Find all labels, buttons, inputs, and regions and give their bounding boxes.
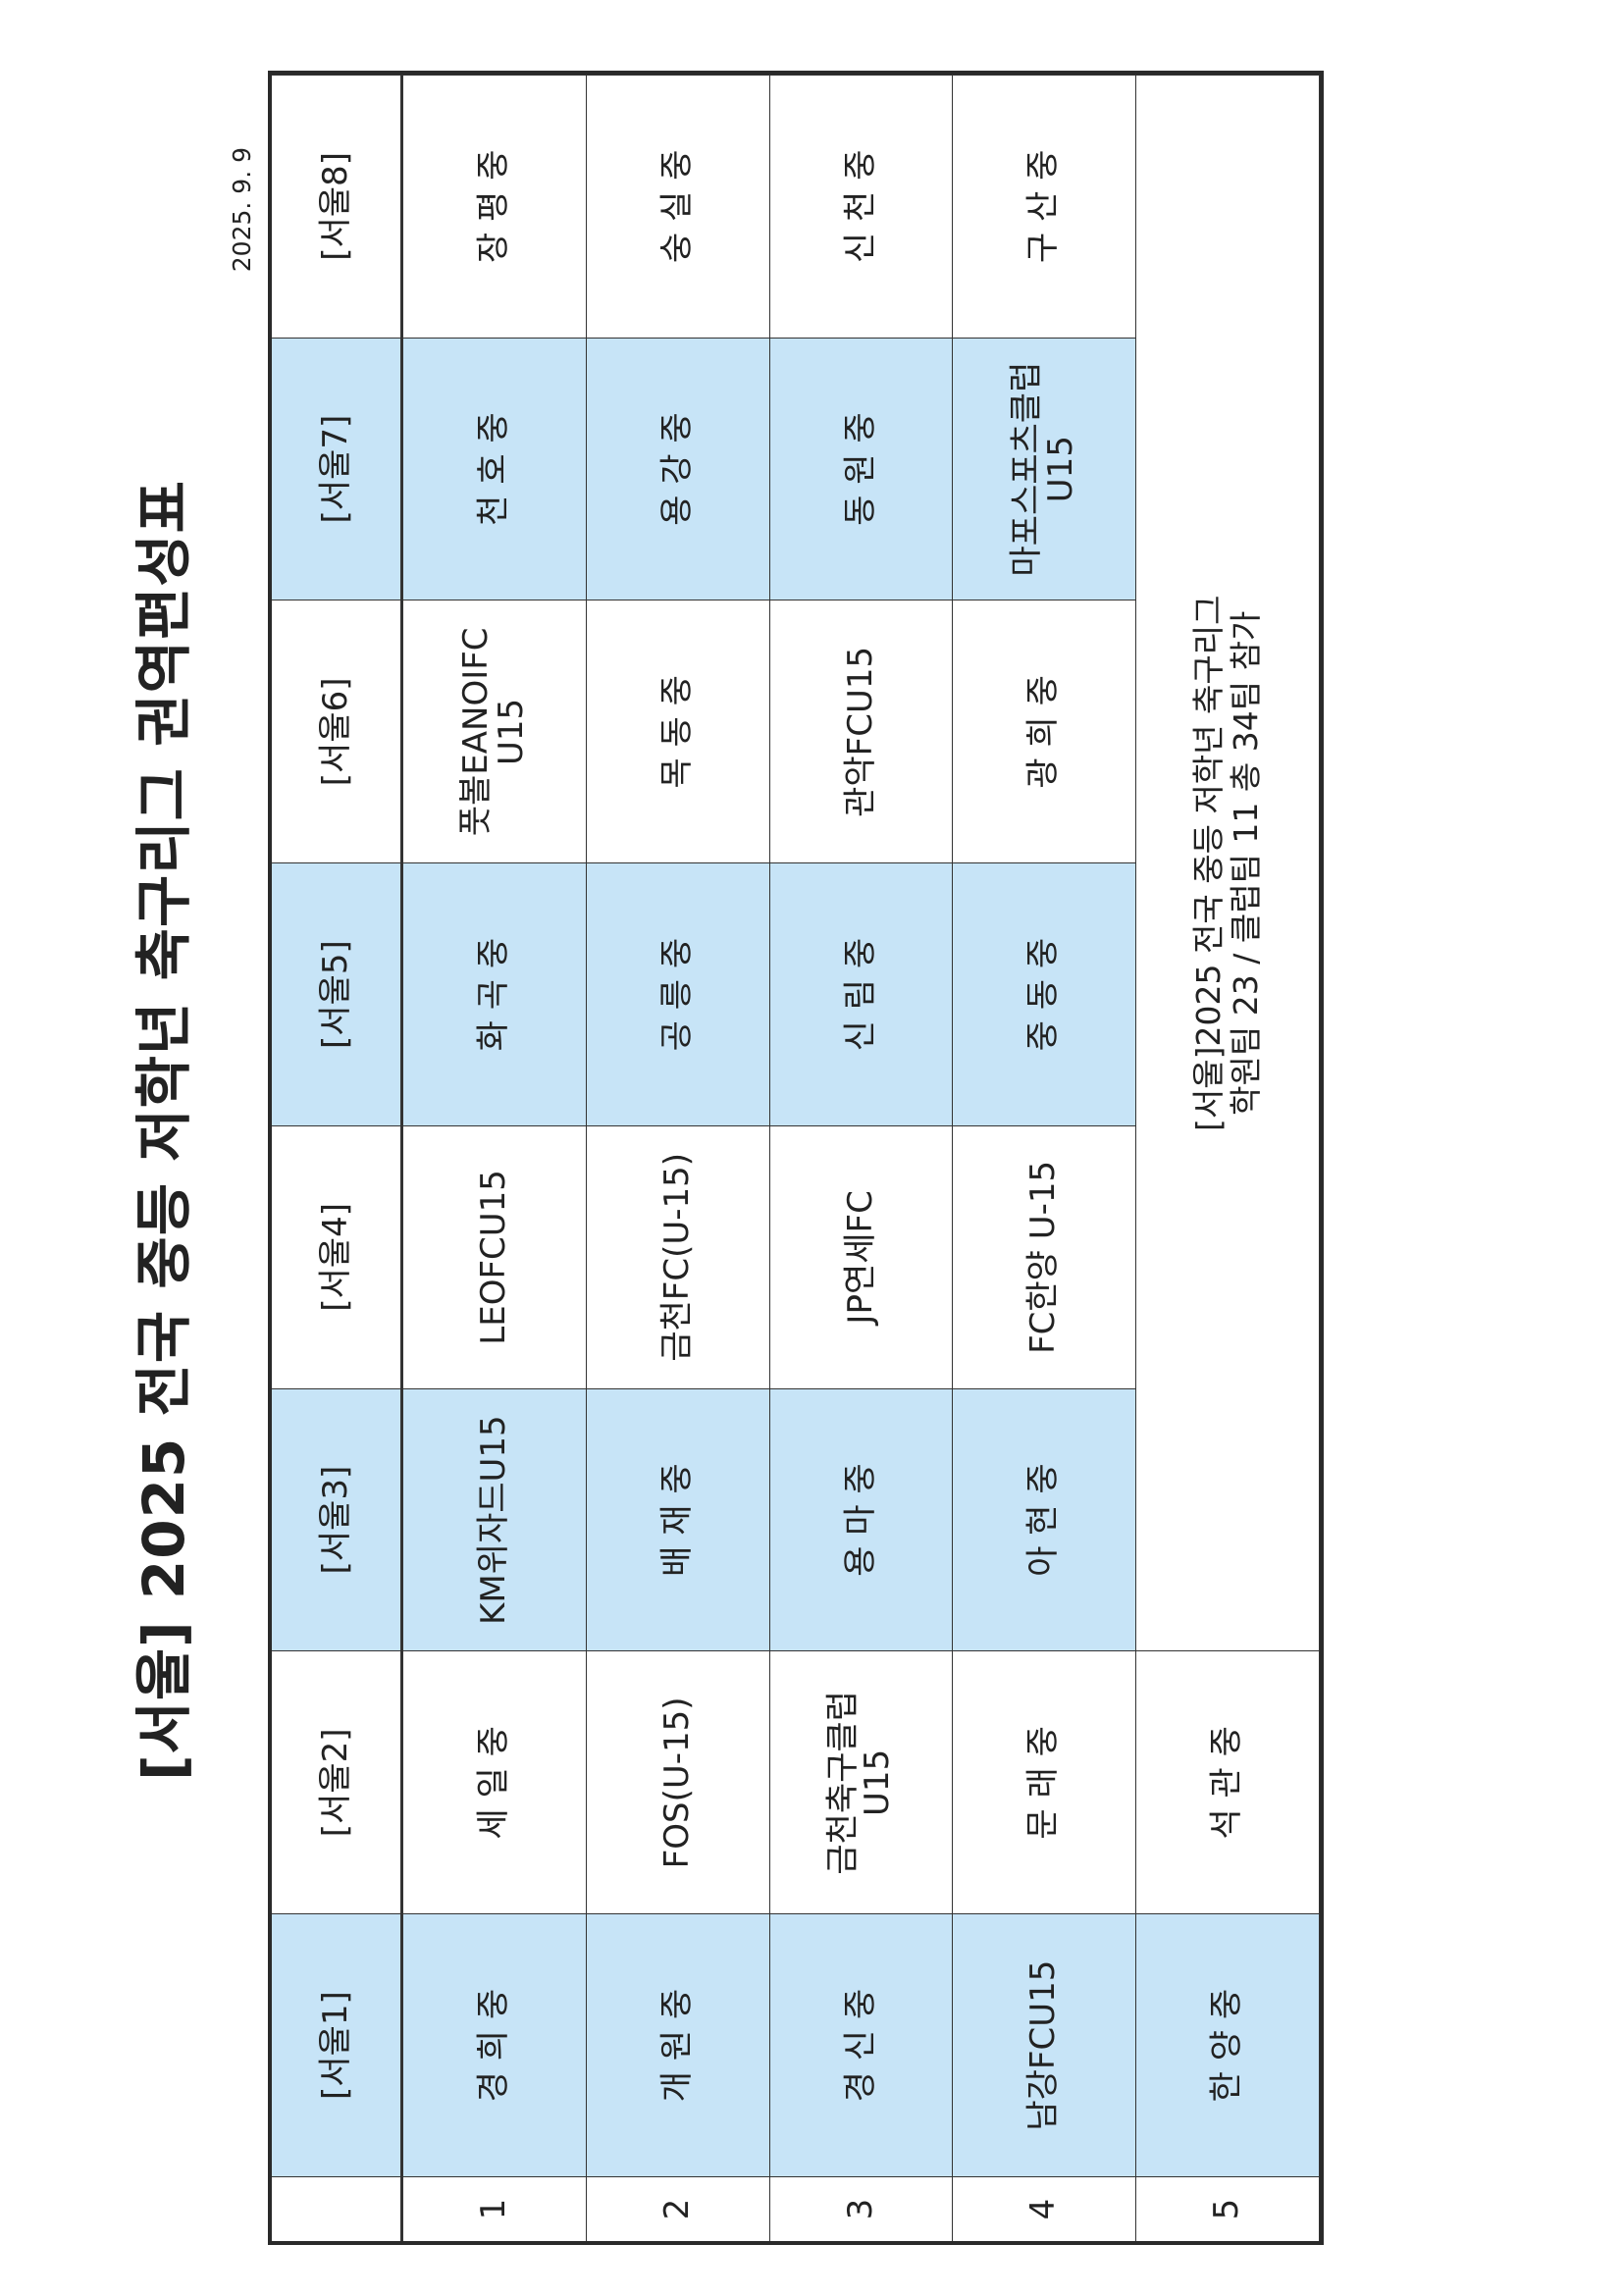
team-cell: 천 호 중 (403, 337, 587, 600)
team-cell: FC한양 U-15 (953, 1125, 1137, 1388)
team-cell: FOS(U-15) (586, 1650, 770, 1914)
team-cell: 한 양 중 (1136, 1913, 1320, 2176)
team-cell: LEOFCU15 (403, 1125, 587, 1388)
team-cell: 금천FC(U-15) (586, 1125, 770, 1388)
team-cell: 용 마 중 (769, 1387, 954, 1651)
group-header-seoul-8: [서울8] (272, 75, 403, 338)
row-number: 3 (769, 2176, 954, 2241)
page-title: [서울] 2025 전국 중등 저학년 축구리그 권역편성표 (131, 479, 197, 1782)
team-cell: 공 릉 중 (586, 862, 770, 1125)
team-cell: 광 희 중 (953, 600, 1137, 863)
team-cell: 문 래 중 (953, 1650, 1137, 1914)
group-header-seoul-4: [서울4] (272, 1125, 403, 1388)
summary-note-line2: 학원팀 23 / 클럽팀 11 총 34팀 참가 (1227, 610, 1266, 1116)
group-header-seoul-6: [서울6] (272, 600, 403, 863)
row-number: 4 (953, 2176, 1137, 2241)
header-corner-cell (272, 2176, 403, 2241)
summary-note: [서울]2025 전국 중등 저학년 축구리그 학원팀 23 / 클럽팀 11 총… (1136, 75, 1320, 1651)
team-cell: 신 천 중 (769, 75, 954, 338)
document-date: 2025. 9. 9 (228, 147, 256, 273)
group-header-seoul-5: [서울5] (272, 862, 403, 1125)
team-cell: 동 원 중 (769, 337, 954, 600)
team-cell: 숭 실 중 (586, 75, 770, 338)
team-cell: 개 원 중 (586, 1913, 770, 2176)
group-header-seoul-7: [서울7] (272, 337, 403, 600)
team-cell: 금천축구클럽 U15 (769, 1650, 954, 1914)
team-cell: 세 일 중 (403, 1650, 587, 1914)
team-cell: KM위자드U15 (403, 1387, 587, 1651)
team-cell: 남강FCU15 (953, 1913, 1137, 2176)
team-cell: 석 관 중 (1136, 1650, 1320, 1914)
group-header-seoul-1: [서울1] (272, 1913, 403, 2176)
group-table: [서울1] [서울2] [서울3] [서울4] [서울5] [서울6] [서울7] [서울8]… (268, 71, 1324, 2245)
team-cell: 용 강 중 (586, 337, 770, 600)
group-header-seoul-3: [서울3] (272, 1387, 403, 1651)
team-cell: 아 현 중 (953, 1387, 1137, 1651)
team-cell: 배 재 중 (586, 1387, 770, 1651)
row-number: 2 (586, 2176, 770, 2241)
team-cell: 중 동 중 (953, 862, 1137, 1125)
team-cell: 경 신 중 (769, 1913, 954, 2176)
team-cell: 목 동 중 (586, 600, 770, 863)
team-cell: 구 산 중 (953, 75, 1137, 338)
group-header-seoul-2: [서울2] (272, 1650, 403, 1914)
row-number: 5 (1136, 2176, 1320, 2241)
team-cell: 장 평 중 (403, 75, 587, 338)
team-cell: JP연세FC (769, 1125, 954, 1388)
team-cell: 화 곡 중 (403, 862, 587, 1125)
team-cell: 신 림 중 (769, 862, 954, 1125)
summary-note-line1: [서울]2025 전국 중등 저학년 축구리그 (1189, 595, 1229, 1131)
team-cell: 관악FCU15 (769, 600, 954, 863)
group-table-grid: [서울1] [서울2] [서울3] [서울4] [서울5] [서울6] [서울7] [서울8]… (272, 75, 1320, 2241)
team-cell: 경 희 중 (403, 1913, 587, 2176)
team-cell: 마포스포츠클럽 U15 (953, 337, 1137, 600)
team-cell: 풋볼EANOIFC U15 (403, 600, 587, 863)
row-number: 1 (403, 2176, 587, 2241)
